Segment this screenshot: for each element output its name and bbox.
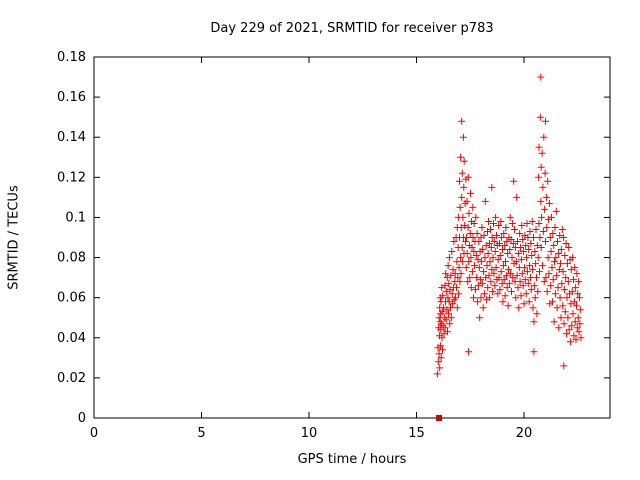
- baseline-square-marker: [436, 415, 443, 421]
- y-tick-label: 0.12: [57, 170, 86, 185]
- y-axis-label: SRMTID / TECUs: [6, 185, 22, 290]
- y-tick-label: 0.04: [57, 331, 86, 346]
- y-tick-label: 0.16: [57, 90, 86, 105]
- x-tick-label: 20: [516, 426, 533, 441]
- scatter-points: [433, 73, 585, 378]
- chart-title: Day 229 of 2021, SRMTID for receiver p78…: [210, 21, 494, 36]
- y-tick-label: 0.18: [57, 50, 86, 65]
- y-tick-label: 0.14: [57, 130, 86, 145]
- x-axis-label: GPS time / hours: [297, 452, 407, 467]
- y-tick-label: 0: [78, 411, 86, 426]
- plot-border: [93, 56, 611, 419]
- x-tick-label: 5: [197, 426, 205, 441]
- y-tick-label: 0.08: [57, 251, 86, 266]
- y-tick-label: 0.06: [57, 291, 86, 306]
- x-tick-label: 0: [90, 426, 98, 441]
- x-tick-label: 10: [301, 426, 318, 441]
- x-tick-label: 15: [408, 426, 425, 441]
- y-tick-label: 0.1: [65, 210, 86, 225]
- y-tick-label: 0.02: [57, 371, 86, 386]
